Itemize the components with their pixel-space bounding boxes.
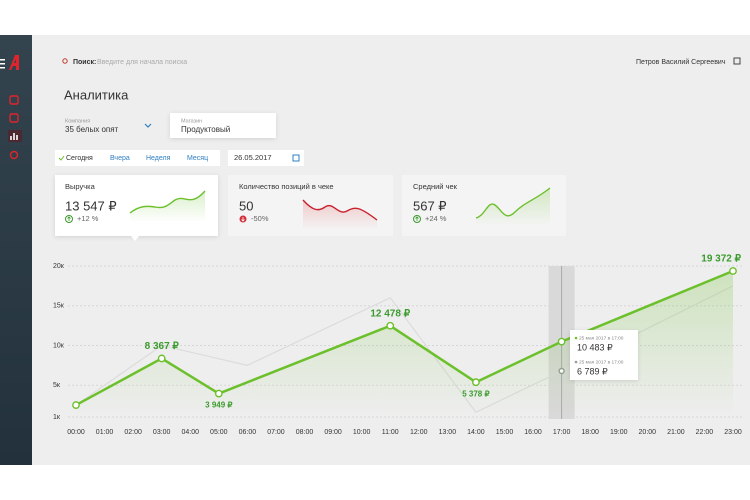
value-label: 8 367 ₽ — [145, 341, 180, 352]
x-tick-label: 02:00 — [124, 429, 142, 436]
point — [557, 337, 566, 346]
card-title: Средний чек — [413, 182, 458, 191]
tooltip-date: 25 мая 2017 в 17:00 — [579, 359, 624, 365]
select-label: Компания — [65, 118, 90, 124]
x-tick-label: 13:00 — [439, 429, 457, 436]
card-title: Выручка — [65, 182, 96, 191]
card-value: 13 547 ₽ — [65, 198, 117, 213]
select-value: Продуктовый — [181, 125, 230, 134]
x-tick-label: 10:00 — [353, 429, 371, 436]
value-label: 5 378 ₽ — [462, 389, 489, 398]
x-tick-label: 07:00 — [267, 429, 285, 436]
point — [214, 389, 223, 398]
x-tick-label: 05:00 — [210, 429, 228, 436]
date-value: 26.05.2017 — [234, 153, 272, 162]
x-tick-label: 14:00 — [467, 429, 485, 436]
x-tick-label: 12:00 — [410, 429, 428, 436]
y-tick-label: 15к — [53, 303, 65, 310]
tooltip-box — [570, 330, 638, 380]
select-value: 35 белых опят — [65, 125, 119, 134]
card[interactable]: Средний чек 567 ₽ +24 % — [402, 175, 566, 236]
card[interactable]: Выручка 13 547 ₽ +12 % — [55, 175, 218, 241]
card-change: +12 % — [77, 214, 99, 223]
line-area — [76, 270, 733, 417]
x-tick-label: 18:00 — [581, 429, 599, 436]
page-title: Аналитика — [64, 87, 129, 102]
x-tick-label: 00:00 — [67, 429, 85, 436]
card-title: Количество позиций в чеке — [239, 182, 334, 191]
tooltip-dot — [574, 336, 578, 340]
nav-icon[interactable] — [9, 113, 19, 123]
point — [386, 321, 395, 330]
tab[interactable]: Сегодня — [66, 155, 93, 162]
logo[interactable] — [9, 55, 19, 70]
search-label: Поиск: — [73, 59, 96, 66]
sidebar — [0, 35, 32, 465]
x-tick-label: 15:00 — [496, 429, 514, 436]
store-select[interactable]: Магазин Продуктовый — [170, 113, 276, 138]
nav-icon[interactable] — [9, 150, 19, 160]
card[interactable]: Количество позиций в чеке 50 -50% — [228, 175, 393, 236]
nav-icon[interactable] — [10, 133, 18, 140]
value-label: 19 372 ₽ — [701, 254, 741, 265]
x-tick-label: 20:00 — [639, 429, 657, 436]
company-select[interactable]: Компания 35 белых опят — [65, 118, 152, 134]
y-tick-label: 20к — [53, 263, 65, 270]
point — [729, 267, 737, 275]
x-tick-label: 17:00 — [553, 429, 571, 436]
x-tick-label: 21:00 — [667, 429, 685, 436]
x-tick-label: 01:00 — [96, 429, 114, 436]
chart: 1к 5к 10к 15к 20к 00:00 01:00 02:00 03:00 04:00 05… — [53, 254, 742, 436]
x-tick-label: 09:00 — [324, 429, 342, 436]
search-input[interactable]: Введите для начала поиска — [97, 59, 187, 66]
date-picker[interactable] — [228, 150, 304, 166]
x-tick-label: 08:00 — [296, 429, 314, 436]
x-tick-label: 23:00 — [724, 429, 742, 436]
y-tick-label: 5к — [53, 382, 61, 389]
value-label: 12 478 ₽ — [370, 308, 410, 319]
tooltip-dot — [574, 360, 578, 364]
tooltip-value: 10 483 ₽ — [577, 342, 613, 352]
logout-icon[interactable] — [733, 57, 741, 65]
menu-icon[interactable] — [0, 59, 5, 69]
card-change: +24 % — [425, 214, 447, 223]
tab[interactable]: Месяц — [187, 155, 208, 162]
user-name[interactable]: Петров Василий Сергеевич — [636, 58, 726, 66]
check-icon — [58, 155, 65, 161]
select-label: Магазин — [181, 118, 202, 124]
x-tick-label: 22:00 — [696, 429, 714, 436]
point — [472, 378, 480, 387]
point — [157, 354, 166, 363]
x-tick-label: 19:00 — [610, 429, 628, 436]
card-change: -50% — [251, 214, 269, 223]
nav-icon[interactable] — [9, 95, 19, 105]
tooltip-date: 25 мая 2017 в 17:00 — [579, 335, 624, 341]
y-tick-label: 1к — [53, 414, 61, 421]
x-tick-label: 16:00 — [524, 429, 542, 436]
x-tick-label: 04:00 — [181, 429, 199, 436]
search-icon — [62, 58, 68, 64]
tab[interactable]: Неделя — [146, 155, 171, 162]
tab[interactable]: Вчера — [110, 155, 130, 162]
nav-active — [8, 130, 22, 142]
card-value: 50 — [239, 198, 253, 213]
value-label: 3 949 ₽ — [205, 401, 232, 410]
tooltip-value: 6 789 ₽ — [577, 366, 608, 376]
calendar-icon[interactable] — [292, 154, 300, 162]
x-tick-label: 03:00 — [153, 429, 171, 436]
y-tick-label: 10к — [53, 342, 65, 349]
period-tabs — [55, 150, 220, 166]
x-tick-label: 11:00 — [382, 429, 399, 436]
card-value: 567 ₽ — [413, 198, 447, 213]
x-tick-label: 06:00 — [239, 429, 257, 436]
point — [72, 401, 80, 409]
